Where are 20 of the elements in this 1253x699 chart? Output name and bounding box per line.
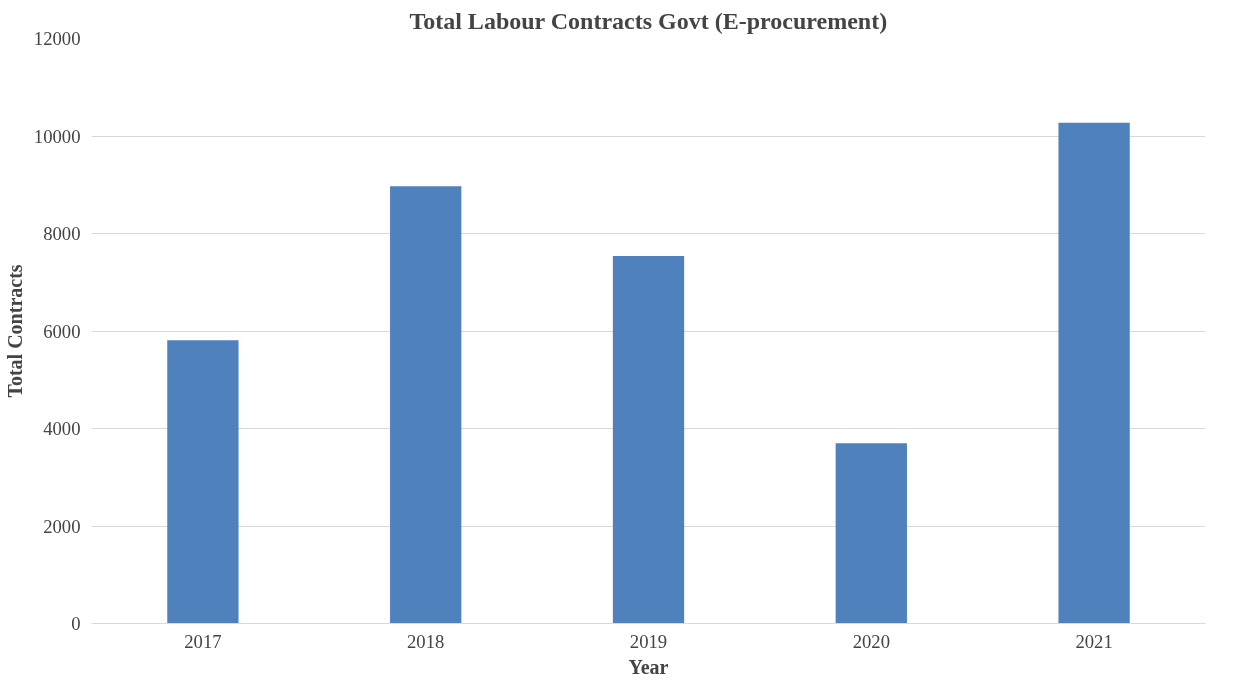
x-tick-label: 2020 [852,630,890,652]
x-tick-label: 2018 [407,630,445,652]
chart-title: Total Labour Contracts Govt (E-procurement) [409,7,888,34]
y-tick-label: 0 [71,613,81,634]
x-axis-title: Year [628,655,669,678]
y-tick-label: 4000 [43,418,81,439]
x-tick-label: 2017 [184,630,222,652]
x-tick-label: 2019 [629,630,668,652]
bar [835,443,907,624]
y-tick-label: 8000 [43,223,81,244]
y-axis-title: Total Contracts [3,264,26,398]
bar [390,186,462,624]
x-tick-label: 2021 [1075,630,1113,652]
y-tick-label: 2000 [43,515,81,537]
bar [167,340,239,624]
y-tick-label: 6000 [43,320,81,342]
y-tick-label: 12000 [33,28,81,49]
bar [612,255,685,624]
y-tick-label: 10000 [33,125,81,147]
bar [1058,122,1130,624]
